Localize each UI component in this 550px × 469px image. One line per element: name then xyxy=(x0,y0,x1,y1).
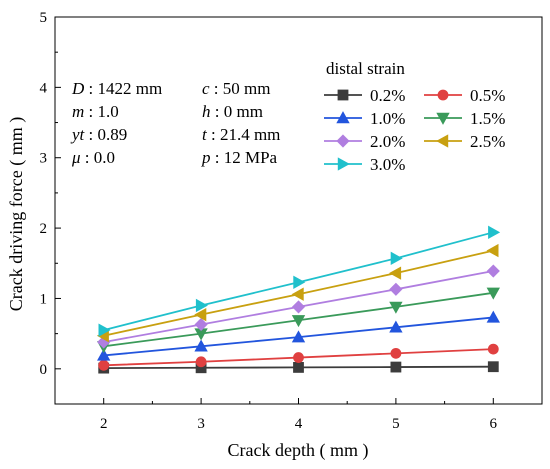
parameter-text: D : 1422 mm xyxy=(71,79,162,98)
legend-marker xyxy=(336,134,350,148)
parameter-block: D : 1422 mm c : 50 mm m : 1.0 h : 0 mm yt : … xyxy=(70,79,280,167)
legend-entry: 3.0% xyxy=(324,155,405,174)
y-tick-label: 5 xyxy=(40,10,48,26)
legend-marker xyxy=(436,112,450,125)
series-0.2% xyxy=(98,361,499,374)
data-point xyxy=(291,330,306,343)
data-point xyxy=(486,243,499,258)
legend-label: 2.5% xyxy=(470,132,505,151)
data-point xyxy=(293,275,306,289)
data-point xyxy=(390,361,402,373)
x-tick-label: 4 xyxy=(295,416,303,432)
legend-entry: 0.2% xyxy=(324,86,405,105)
data-point xyxy=(488,225,501,239)
legend-entry: 0.5% xyxy=(424,86,505,105)
legend-entry: 1.5% xyxy=(424,109,505,128)
data-point xyxy=(486,310,500,323)
legend: distal strain 0.2% 0.5% 1.0% 1.5% 2.0% 2.5% 3.… xyxy=(324,59,505,174)
parameter-text: c : 50 mm xyxy=(202,79,270,98)
x-tick-label: 5 xyxy=(392,416,400,432)
y-axis-title: Crack driving force ( mm ) xyxy=(6,117,27,311)
legend-marker xyxy=(437,89,449,101)
data-point xyxy=(194,339,208,352)
series-2.0% xyxy=(97,264,500,349)
series-1.5% xyxy=(97,287,500,354)
y-tick-label: 4 xyxy=(40,80,48,96)
x-tick-label: 3 xyxy=(197,416,205,432)
series-1.0% xyxy=(97,310,500,361)
data-point xyxy=(98,359,110,371)
data-point xyxy=(486,287,500,300)
legend-entry: 2.0% xyxy=(324,132,405,151)
data-point xyxy=(390,251,403,266)
data-point xyxy=(195,356,207,368)
parameter-text: μ : 0.0 xyxy=(71,148,115,167)
data-point xyxy=(389,301,403,314)
series-layer xyxy=(96,225,501,374)
legend-marker xyxy=(337,157,350,171)
data-point xyxy=(98,323,111,337)
data-point xyxy=(390,347,402,359)
data-point xyxy=(194,307,207,322)
series-2.5% xyxy=(96,243,499,343)
legend-marker xyxy=(336,111,350,124)
axis-ticks: 2 3 4 5 6 0 1 2 3 4 5 xyxy=(40,10,498,432)
data-point xyxy=(97,348,111,361)
y-tick-label: 0 xyxy=(40,362,48,378)
legend-entry: 1.0% xyxy=(324,109,405,128)
parameter-text: h : 0 mm xyxy=(202,102,263,121)
y-tick-label: 3 xyxy=(40,151,48,167)
series-3.0% xyxy=(98,225,501,337)
data-point xyxy=(389,282,403,296)
data-point xyxy=(194,317,208,332)
series-0.5% xyxy=(98,343,499,371)
y-tick-label: 2 xyxy=(40,221,48,237)
legend-label: 0.2% xyxy=(370,86,405,105)
data-point xyxy=(389,266,402,280)
x-tick-label: 6 xyxy=(490,416,498,432)
legend-label: 1.0% xyxy=(370,109,405,128)
parameter-text: m : 1.0 xyxy=(72,102,119,121)
legend-title: distal strain xyxy=(326,59,405,78)
data-point xyxy=(291,315,306,328)
data-point xyxy=(291,300,306,314)
legend-label: 1.5% xyxy=(470,109,505,128)
parameter-text: p : 12 MPa xyxy=(201,148,278,167)
data-point xyxy=(293,362,304,373)
legend-marker xyxy=(436,134,449,148)
data-point xyxy=(487,343,499,355)
data-point xyxy=(486,264,500,278)
parameter-text: t : 21.4 mm xyxy=(202,125,280,144)
data-point xyxy=(389,320,403,333)
data-point xyxy=(291,287,304,301)
plot-frame xyxy=(54,16,543,405)
legend-label: 0.5% xyxy=(470,86,505,105)
legend-marker xyxy=(337,89,349,101)
x-axis-title: Crack depth ( mm ) xyxy=(228,440,369,461)
y-tick-label: 1 xyxy=(40,291,48,307)
data-point xyxy=(487,361,499,373)
legend-label: 3.0% xyxy=(370,155,405,174)
x-tick-label: 2 xyxy=(100,416,108,432)
parameter-text: yt : 0.89 xyxy=(70,125,127,144)
legend-label: 2.0% xyxy=(370,132,405,151)
data-point xyxy=(195,298,208,313)
data-point xyxy=(293,352,304,363)
legend-entry: 2.5% xyxy=(424,132,505,151)
